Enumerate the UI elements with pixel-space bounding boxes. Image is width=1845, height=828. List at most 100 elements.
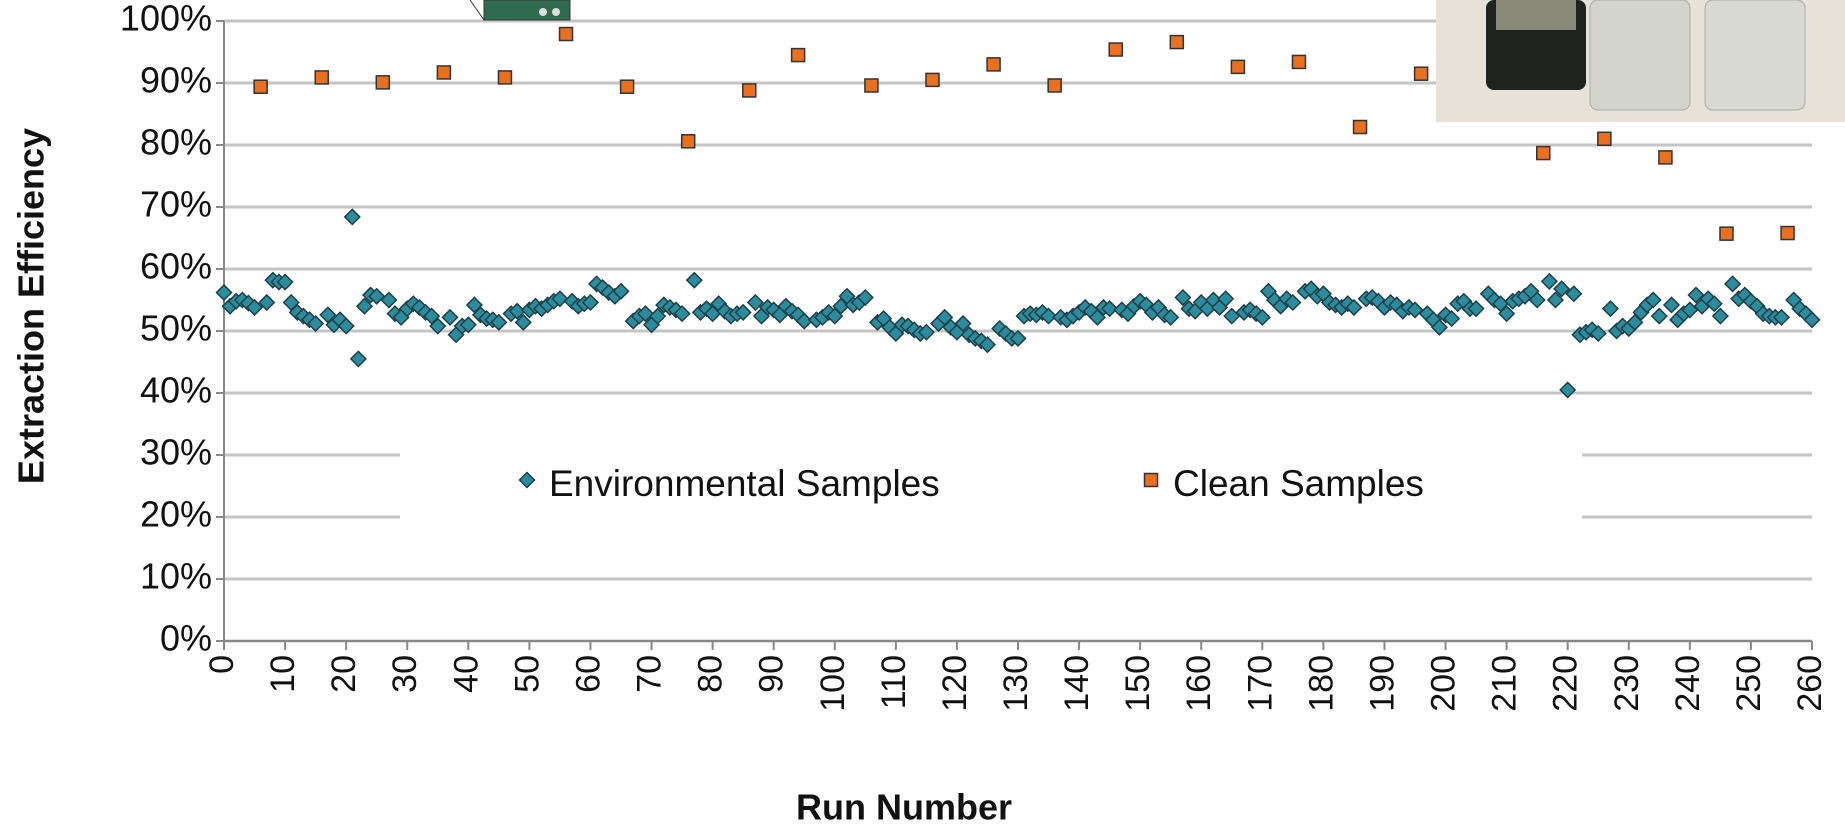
point [429,317,447,335]
point [343,208,361,226]
point [307,314,325,333]
point [1705,295,1723,313]
y-tick-label: 40% [140,370,212,411]
x-tick-label: 0 [203,655,241,674]
x-tick-label: 240 [1669,655,1707,712]
point [1803,311,1821,329]
point [490,313,508,331]
x-tick-label: 220 [1547,655,1585,712]
y-tick-label: 10% [140,556,212,597]
point [1719,226,1734,241]
point [1284,293,1302,312]
point [1597,131,1612,147]
point [734,303,752,321]
y-tick-label: 50% [140,308,212,349]
x-tick-label: 100 [814,655,852,712]
legend-marker [1143,472,1159,488]
y-tick-label: 0% [160,618,212,659]
point [215,283,233,302]
point [1553,280,1571,298]
y-tick-label: 20% [140,494,212,535]
point [1662,296,1681,314]
point [1291,54,1307,70]
legend-label: Environmental Samples [549,463,940,504]
point [1413,66,1429,81]
point [864,78,879,93]
point [1546,291,1565,309]
x-tick-label: 260 [1791,655,1829,712]
point [1536,145,1551,161]
x-tick-label: 70 [631,655,669,693]
point [441,308,459,326]
point [697,300,716,318]
point [746,293,764,312]
point [612,282,630,300]
x-tick-label: 10 [264,655,302,693]
point [1009,329,1027,348]
y-tick-label: 70% [140,184,212,225]
point [649,307,667,325]
point [276,273,294,291]
x-tick-label: 160 [1180,655,1218,712]
point [245,298,264,317]
point [253,79,268,94]
point [1498,305,1516,323]
point [917,323,935,341]
y-tick-label: 100% [120,0,212,39]
x-tick-label: 50 [508,655,546,693]
point [1644,291,1662,309]
y-axis-label: Extraction Efficiency [11,128,52,484]
point [685,271,703,289]
legend-background [400,420,1582,540]
x-tick-label: 200 [1425,655,1463,712]
point [1565,285,1583,303]
x-tick-label: 130 [997,655,1035,712]
point [1780,225,1795,241]
point [1253,308,1271,326]
point [337,317,355,335]
point [1108,42,1123,57]
x-tick-label: 210 [1486,655,1524,712]
x-tick-label: 230 [1608,655,1646,712]
point [1217,290,1235,308]
point [349,350,367,368]
photo-vials [1436,0,1845,122]
x-tick-label: 180 [1302,655,1340,712]
photo-circuit [469,0,571,21]
point [1699,290,1717,308]
point [1039,307,1058,325]
point [1430,318,1448,336]
y-tick-label: 90% [140,60,212,101]
point [1528,291,1546,309]
point [1540,272,1558,290]
point [925,72,940,88]
legend-marker [518,471,536,489]
x-tick-label: 30 [386,655,424,693]
point [436,65,452,80]
point [1169,34,1185,50]
point [375,75,391,90]
y-tick-label: 60% [140,246,212,287]
point [1601,300,1620,318]
point [619,79,635,94]
point [991,319,1009,338]
x-tick-label: 250 [1730,655,1768,712]
x-tick-label: 80 [692,655,730,693]
point [558,26,574,42]
point [790,47,806,63]
point [1589,324,1607,343]
point [1352,119,1368,135]
x-tick-label: 90 [753,655,791,693]
point [1443,310,1461,328]
point [551,290,569,308]
point [978,336,997,354]
point [742,83,757,98]
x-tick-label: 20 [325,655,363,693]
point [1772,308,1791,326]
point [954,314,972,333]
point [1724,275,1742,293]
point [594,279,612,297]
point [314,70,329,85]
point [1230,59,1246,75]
point [986,57,1001,72]
